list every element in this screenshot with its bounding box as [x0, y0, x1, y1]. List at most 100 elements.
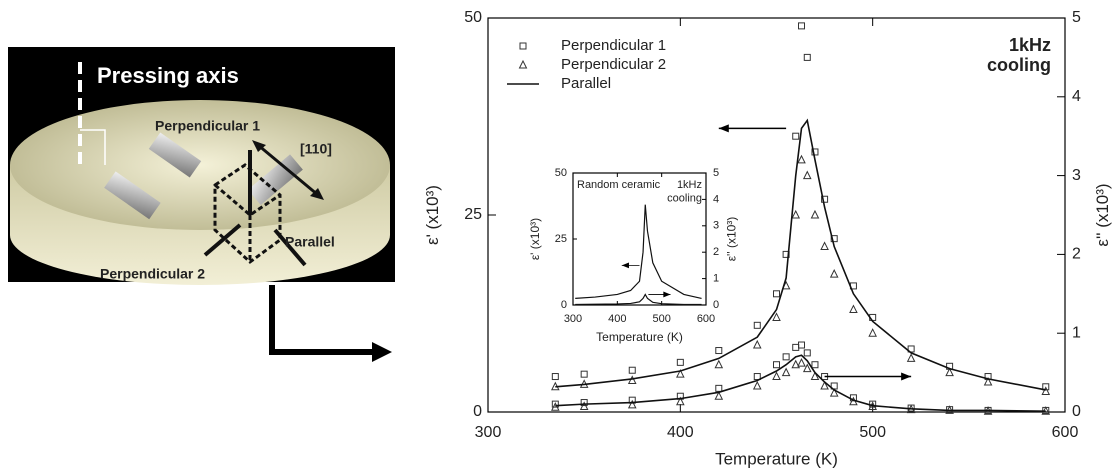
- y-axis-label: ε' (x10³): [423, 185, 442, 245]
- series-line: [555, 118, 1046, 391]
- legend-label: Perpendicular 1: [561, 37, 666, 54]
- series-line: [555, 354, 1046, 413]
- series-line: [575, 293, 702, 306]
- link-arrow: [269, 285, 375, 355]
- label: Parallel: [285, 234, 335, 250]
- point: [791, 209, 801, 219]
- arrowhead: [310, 188, 324, 200]
- arrowhead: [252, 140, 266, 152]
- x-tick-label: 400: [608, 313, 626, 325]
- x-tick-label: 600: [1052, 424, 1079, 441]
- label: Pressing axis: [97, 63, 239, 88]
- point: [906, 353, 916, 362]
- x-tick-label: 300: [564, 313, 582, 325]
- annotation: cooling: [667, 193, 702, 205]
- point: [753, 321, 761, 329]
- y-tick-label: 25: [464, 206, 482, 223]
- point: [676, 358, 684, 366]
- annotation: 1kHz: [677, 179, 702, 191]
- point: [983, 376, 993, 386]
- y2-tick-label: 2: [713, 246, 719, 258]
- annotation: cooling: [987, 55, 1051, 75]
- x-axis-label: Temperature (K): [715, 449, 838, 468]
- annotation: 1kHz: [1009, 35, 1051, 55]
- schematic: Pressing axis Perpendicular 1 [110] Para…: [8, 47, 395, 362]
- point: [714, 359, 724, 369]
- point: [772, 371, 781, 381]
- point: [715, 347, 723, 355]
- y2-tick-label: 3: [713, 220, 719, 232]
- point: [811, 361, 819, 369]
- y-tick-label: 25: [555, 233, 567, 245]
- legend-swatch: [518, 59, 528, 69]
- y2-tick-label: 0: [1072, 403, 1081, 420]
- crystal: [247, 154, 303, 206]
- point: [821, 195, 829, 203]
- arrowhead: [663, 291, 671, 298]
- x-tick-label: 500: [652, 313, 670, 325]
- point: [791, 359, 801, 369]
- y2-tick-label: 4: [713, 193, 719, 205]
- series-line: [575, 204, 702, 299]
- point: [803, 349, 811, 357]
- point: [752, 380, 762, 390]
- point: [628, 366, 636, 374]
- y2-tick-label: 1: [1072, 324, 1081, 341]
- x-tick-label: 400: [667, 424, 694, 441]
- point: [676, 369, 685, 378]
- point: [945, 367, 954, 377]
- point: [772, 312, 781, 321]
- y-axis-label: ε' (x10³): [528, 218, 542, 260]
- point: [782, 353, 790, 361]
- y2-tick-label: 5: [713, 167, 719, 179]
- point: [830, 235, 838, 243]
- point: [753, 373, 761, 381]
- point: [868, 328, 877, 337]
- point: [551, 402, 560, 411]
- direction-arrow: [257, 143, 319, 197]
- y2-axis-label: ε'' (x10³): [725, 217, 739, 262]
- point: [773, 361, 780, 369]
- point: [627, 375, 637, 384]
- y2-axis-label: ε'' (x10³): [1093, 183, 1112, 246]
- point: [829, 387, 839, 397]
- point: [811, 148, 819, 156]
- point: [752, 339, 762, 349]
- y2-tick-label: 2: [1072, 246, 1081, 263]
- crystal: [148, 132, 202, 178]
- y-tick-label: 50: [555, 167, 567, 179]
- y-tick-label: 0: [473, 403, 482, 420]
- y2-tick-label: 4: [1072, 88, 1081, 105]
- point: [551, 400, 559, 408]
- point: [820, 380, 829, 390]
- label: [110]: [300, 141, 332, 157]
- arrowhead: [621, 262, 629, 269]
- point: [797, 358, 806, 367]
- arrowhead: [718, 124, 729, 133]
- direction: [273, 228, 307, 267]
- y2-tick-label: 3: [1072, 167, 1081, 184]
- y2-tick-label: 0: [713, 299, 719, 311]
- legend-swatch: [519, 42, 527, 50]
- point: [1041, 386, 1051, 396]
- point: [676, 396, 685, 406]
- point: [849, 304, 858, 314]
- point: [580, 370, 588, 378]
- point: [820, 241, 829, 251]
- legend-label: Perpendicular 2: [561, 56, 666, 73]
- point: [714, 391, 724, 400]
- y2-tick-label: 1: [713, 273, 719, 285]
- x-tick-label: 600: [697, 313, 715, 325]
- point: [802, 363, 812, 373]
- point: [773, 290, 780, 298]
- point: [580, 399, 588, 407]
- point: [627, 399, 637, 409]
- point: [810, 371, 820, 381]
- y-tick-label: 50: [464, 9, 482, 26]
- y-tick-label: 0: [561, 299, 567, 311]
- right-angle: [80, 129, 106, 165]
- point: [810, 209, 820, 219]
- point: [829, 268, 839, 278]
- x-axis-label: Temperature (K): [596, 330, 683, 344]
- point: [798, 22, 806, 30]
